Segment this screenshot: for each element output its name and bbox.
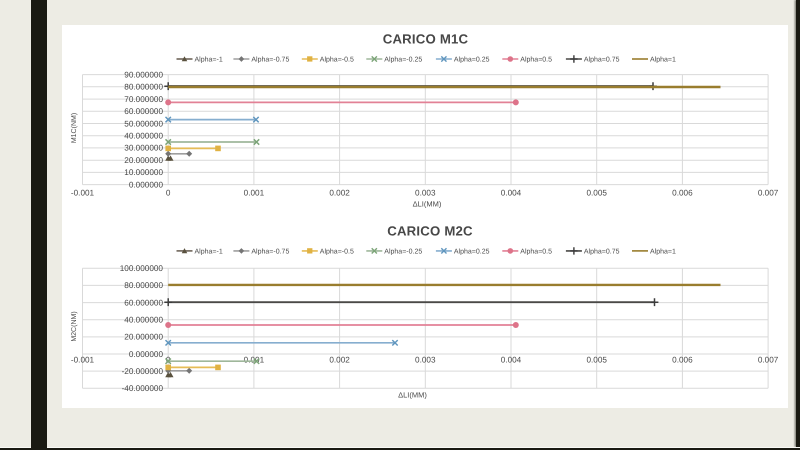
svg-text:Alpha=1: Alpha=1 — [650, 56, 676, 64]
svg-text:Alpha=0.5: Alpha=0.5 — [520, 56, 552, 64]
svg-text:0.002: 0.002 — [329, 356, 350, 365]
svg-text:Alpha=-1: Alpha=-1 — [195, 248, 223, 256]
svg-text:-0.001: -0.001 — [71, 356, 95, 365]
svg-text:Alpha=-0.25: Alpha=-0.25 — [384, 248, 422, 256]
svg-text:M2C(NM): M2C(NM) — [70, 311, 78, 341]
svg-text:ΔLI(MM): ΔLI(MM) — [398, 391, 427, 400]
svg-text:0.007: 0.007 — [758, 188, 779, 197]
svg-text:0.006: 0.006 — [672, 356, 693, 365]
svg-text:CARICO M2C: CARICO M2C — [387, 223, 473, 238]
svg-text:0.005: 0.005 — [586, 356, 607, 365]
svg-text:Alpha=0.5: Alpha=0.5 — [520, 248, 552, 256]
svg-text:Alpha=1: Alpha=1 — [650, 248, 676, 256]
svg-text:Alpha=-0.75: Alpha=-0.75 — [251, 248, 289, 256]
svg-text:10.000000: 10.000000 — [124, 168, 163, 177]
svg-text:Alpha=0.75: Alpha=0.75 — [584, 56, 620, 64]
svg-text:0.001: 0.001 — [244, 188, 265, 197]
svg-text:20.000000: 20.000000 — [124, 333, 163, 342]
svg-text:-20.000000: -20.000000 — [122, 367, 164, 376]
svg-text:60.000000: 60.000000 — [124, 107, 163, 116]
svg-text:30.000000: 30.000000 — [124, 144, 163, 153]
svg-text:-40.000000: -40.000000 — [122, 384, 164, 393]
svg-text:ΔLI(MM): ΔLI(MM) — [413, 200, 442, 209]
svg-text:0.000000: 0.000000 — [129, 350, 164, 359]
svg-text:40.000000: 40.000000 — [124, 132, 163, 141]
svg-text:Alpha=0.25: Alpha=0.25 — [454, 56, 490, 64]
svg-text:Alpha=-0.75: Alpha=-0.75 — [251, 56, 289, 64]
svg-text:60.000000: 60.000000 — [124, 298, 163, 307]
svg-text:0.003: 0.003 — [415, 188, 436, 197]
svg-text:70.000000: 70.000000 — [124, 95, 163, 104]
svg-text:0.004: 0.004 — [501, 188, 522, 197]
svg-text:Alpha=0.75: Alpha=0.75 — [584, 248, 620, 256]
svg-text:80.000000: 80.000000 — [124, 281, 163, 290]
svg-text:20.000000: 20.000000 — [124, 156, 163, 165]
svg-text:-0.001: -0.001 — [71, 188, 95, 197]
svg-text:100.000000: 100.000000 — [120, 264, 164, 273]
svg-text:0.004: 0.004 — [501, 356, 522, 365]
svg-text:Alpha=-0.25: Alpha=-0.25 — [384, 56, 422, 64]
svg-text:90.000000: 90.000000 — [124, 70, 163, 79]
svg-text:0.003: 0.003 — [415, 356, 436, 365]
svg-text:80.000000: 80.000000 — [124, 83, 163, 92]
svg-text:0.001: 0.001 — [244, 356, 265, 365]
svg-text:Alpha=-1: Alpha=-1 — [195, 56, 223, 64]
svg-text:0.002: 0.002 — [329, 188, 350, 197]
svg-text:0: 0 — [166, 188, 171, 197]
svg-text:0.006: 0.006 — [672, 188, 693, 197]
svg-text:Alpha=-0.5: Alpha=-0.5 — [320, 56, 354, 64]
svg-text:M1C(NM): M1C(NM) — [70, 113, 78, 143]
svg-text:40.000000: 40.000000 — [124, 316, 163, 325]
svg-text:Alpha=0.25: Alpha=0.25 — [454, 248, 490, 256]
svg-text:0.007: 0.007 — [758, 356, 779, 365]
svg-text:0.005: 0.005 — [586, 188, 607, 197]
svg-text:50.000000: 50.000000 — [124, 119, 163, 128]
svg-text:CARICO M1C: CARICO M1C — [383, 31, 469, 46]
svg-text:0.000000: 0.000000 — [129, 180, 164, 189]
svg-text:Alpha=-0.5: Alpha=-0.5 — [320, 248, 354, 256]
